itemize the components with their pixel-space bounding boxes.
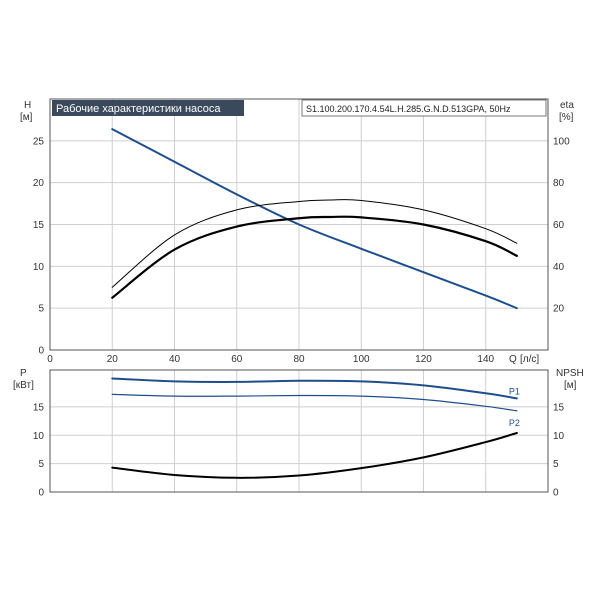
- upper-left-tick-label: 5: [38, 304, 44, 315]
- upper-right-tick-label: 20: [553, 304, 565, 315]
- series-label-p1: P1: [509, 386, 520, 396]
- npsh-curve: [111, 431, 518, 479]
- upper-right-axis-label: eta: [560, 100, 574, 111]
- lower-right-tick-label: 15: [553, 402, 565, 413]
- x-axis-unit: [л/с]: [520, 354, 539, 365]
- lower-chart-frame: [49, 369, 549, 493]
- lower-right-tick-label: 5: [553, 459, 559, 470]
- upper-right-tick-label: 100: [553, 136, 570, 147]
- upper-chart-frame: [49, 98, 549, 351]
- lower-chart-grid: [50, 370, 548, 492]
- x-tick-label: 120: [415, 354, 432, 365]
- lower-left-tick-label: 5: [38, 459, 44, 470]
- upper-chart-series: [111, 128, 518, 310]
- upper-x-tick-labels: 0 20 40 60 80 100 120 140: [47, 354, 494, 365]
- upper-right-tick-label: 40: [553, 262, 565, 273]
- x-tick-label: 60: [231, 354, 243, 365]
- power-p2-curve: [111, 393, 518, 412]
- upper-left-tick-label: 25: [33, 136, 45, 147]
- x-tick-label: 140: [477, 354, 494, 365]
- upper-left-tick-labels: 0 5 10 15 20 25: [33, 136, 45, 356]
- upper-left-axis-unit: [м]: [20, 112, 33, 123]
- lower-left-tick-label: 0: [38, 488, 44, 499]
- power-p1-curve: [111, 377, 518, 400]
- x-tick-label: 0: [47, 354, 53, 365]
- x-tick-label: 40: [169, 354, 181, 365]
- lower-right-tick-labels: 0 5 10 15: [553, 402, 565, 498]
- x-tick-label: 80: [293, 354, 305, 365]
- lower-right-tick-label: 10: [553, 431, 565, 442]
- upper-left-tick-label: 15: [33, 220, 45, 231]
- chart-title-box: [52, 100, 244, 116]
- lower-right-tick-label: 0: [553, 488, 559, 499]
- head-curve: [111, 128, 518, 310]
- x-axis-label: Q: [509, 354, 517, 365]
- lower-left-tick-label: 15: [33, 402, 45, 413]
- lower-left-tick-label: 10: [33, 431, 45, 442]
- x-tick-label: 20: [107, 354, 119, 365]
- lower-left-axis-unit: [кВт]: [13, 380, 34, 391]
- pump-model-box: [301, 99, 547, 117]
- x-tick-label: 100: [353, 354, 370, 365]
- efficiency-curve-thick: [111, 215, 518, 299]
- lower-left-tick-labels: 0 5 10 15: [33, 402, 45, 498]
- upper-right-tick-labels: 20 40 60 80 100: [553, 136, 570, 314]
- chart-title: Рабочие характеристики насоса: [56, 103, 221, 115]
- pump-model-label: S1.100.200.170.4.54L.H.285.G.N.D.513GPA,…: [306, 104, 511, 114]
- series-label-p2: P2: [509, 418, 520, 428]
- upper-right-tick-label: 80: [553, 178, 565, 189]
- upper-right-tick-label: 60: [553, 220, 565, 231]
- upper-left-tick-label: 0: [38, 346, 44, 357]
- lower-right-axis-label: NPSH: [556, 368, 584, 379]
- lower-left-axis-label: P: [20, 368, 27, 379]
- upper-left-tick-label: 10: [33, 262, 45, 273]
- lower-chart-series: P1 P2: [111, 377, 520, 479]
- efficiency-curve-thin: [111, 199, 518, 288]
- lower-right-axis-unit: [м]: [564, 380, 577, 391]
- upper-right-axis-unit: [%]: [559, 112, 574, 123]
- upper-left-axis-label: H: [24, 100, 31, 111]
- upper-left-tick-label: 20: [33, 178, 45, 189]
